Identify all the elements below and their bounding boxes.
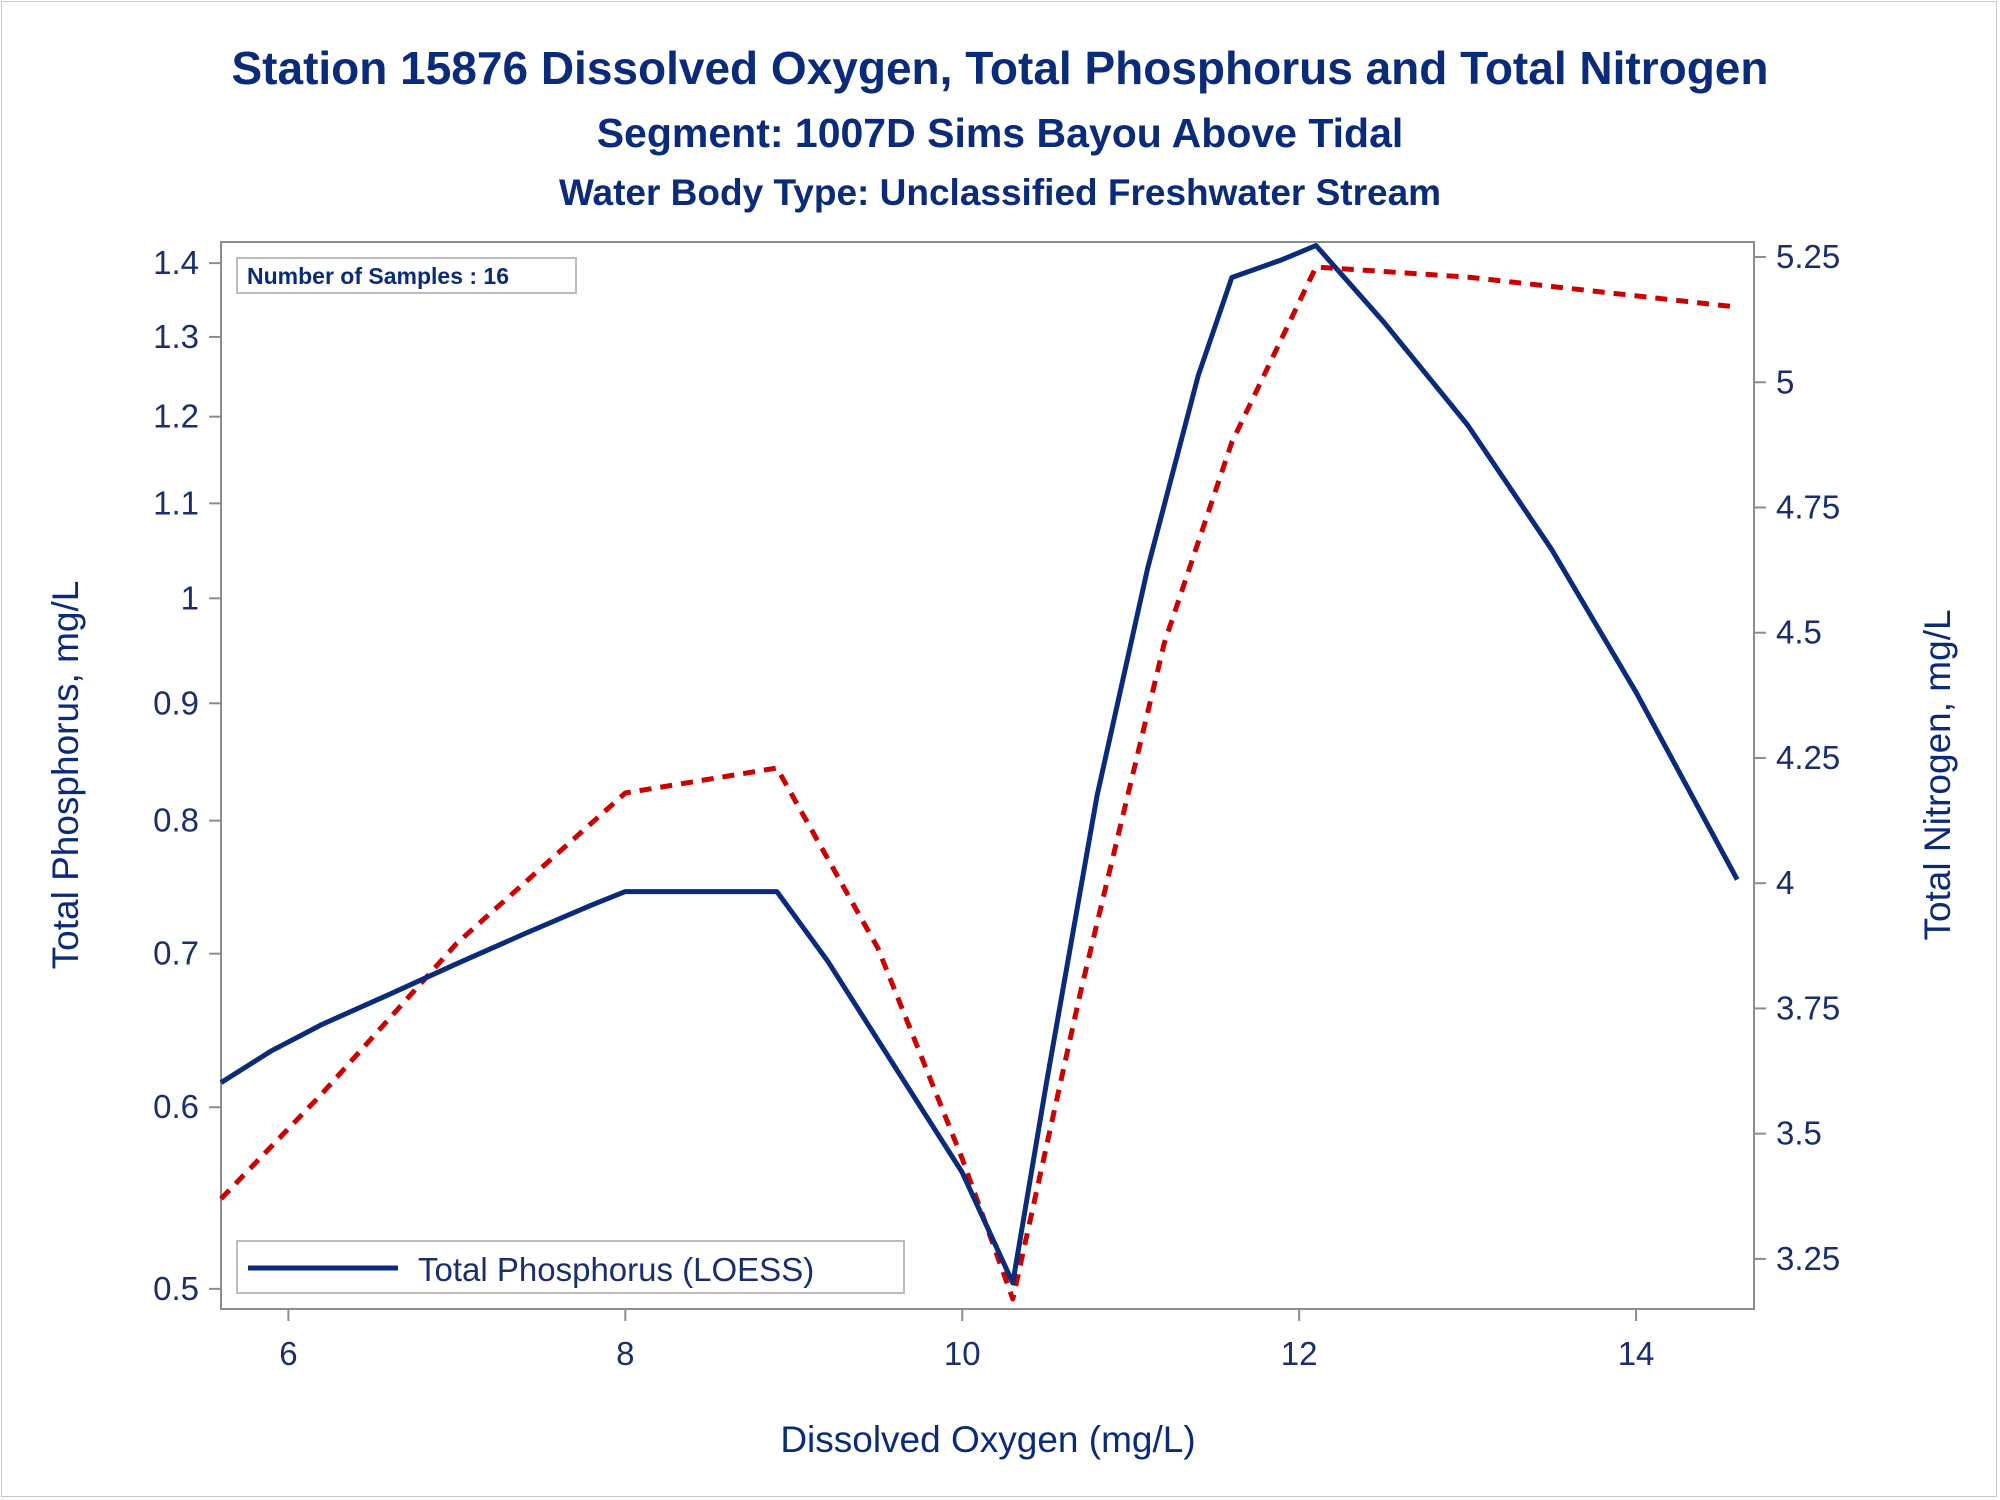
sample-count-text: Number of Samples : 16 <box>247 263 509 289</box>
y-right-tick-label: 3.5 <box>1776 1115 1822 1152</box>
y-left-tick-label: 1.3 <box>153 318 199 355</box>
y-left-tick-label: 0.8 <box>153 802 199 839</box>
legend: Total Phosphorus (LOESS) <box>236 1240 905 1294</box>
series-layer <box>219 243 1740 1302</box>
y-right-tick-label: 4 <box>1776 864 1794 901</box>
y-left-tick-label: 1.2 <box>153 398 199 435</box>
series-line-total-phosphorus <box>219 243 1740 1286</box>
y-right-tick-label: 5 <box>1776 363 1794 400</box>
x-axis-label: Dissolved Oxygen (mg/L) <box>780 1419 1195 1460</box>
y-axis-left-label: Total Phosphorus, mg/L <box>45 581 86 970</box>
legend-entry: Total Phosphorus (LOESS) <box>418 1251 814 1288</box>
x-axis: 6 8 10 12 14 <box>279 1309 1654 1372</box>
y-left-tick-label: 0.7 <box>153 935 199 972</box>
y-right-tick-label: 3.75 <box>1776 989 1840 1026</box>
x-tick-label: 6 <box>279 1335 297 1372</box>
x-tick-label: 8 <box>616 1335 634 1372</box>
x-tick-label: 12 <box>1281 1335 1318 1372</box>
y-right-tick-label: 3.25 <box>1776 1240 1840 1277</box>
chart-subtitle: Segment: 1007D Sims Bayou Above Tidal <box>597 110 1404 156</box>
y-left-tick-label: 0.5 <box>153 1270 199 1307</box>
plot-area <box>220 241 1755 1310</box>
series-line-total-nitrogen <box>219 264 1738 1302</box>
x-tick-label: 10 <box>944 1335 981 1372</box>
y-axis-left: 0.5 0.6 0.7 0.8 0.9 1 1.1 1.2 1.3 1.4 <box>153 244 221 1307</box>
y-right-tick-label: 4.75 <box>1776 488 1840 525</box>
y-right-tick-label: 4.25 <box>1776 739 1840 776</box>
y-right-tick-label: 4.5 <box>1776 614 1822 651</box>
y-left-tick-label: 1.1 <box>153 484 199 521</box>
y-axis-right-label: Total Nitrogen, mg/L <box>1917 609 1958 940</box>
y-left-tick-label: 1.4 <box>153 244 199 281</box>
sample-count-box: Number of Samples : 16 <box>236 257 577 294</box>
y-right-tick-label: 5.25 <box>1776 238 1840 275</box>
y-axis-right: 3.25 3.5 3.75 4 4.25 4.5 4.75 5 5.25 <box>1754 238 1840 1277</box>
y-left-tick-label: 1 <box>181 579 199 616</box>
y-left-tick-label: 0.9 <box>153 684 199 721</box>
chart-title: Station 15876 Dissolved Oxygen, Total Ph… <box>231 42 1768 94</box>
sample-count-border <box>236 257 577 294</box>
x-tick-label: 14 <box>1618 1335 1655 1372</box>
y-left-tick-label: 0.6 <box>153 1088 199 1125</box>
chart-subtitle-2: Water Body Type: Unclassified Freshwater… <box>559 172 1441 213</box>
